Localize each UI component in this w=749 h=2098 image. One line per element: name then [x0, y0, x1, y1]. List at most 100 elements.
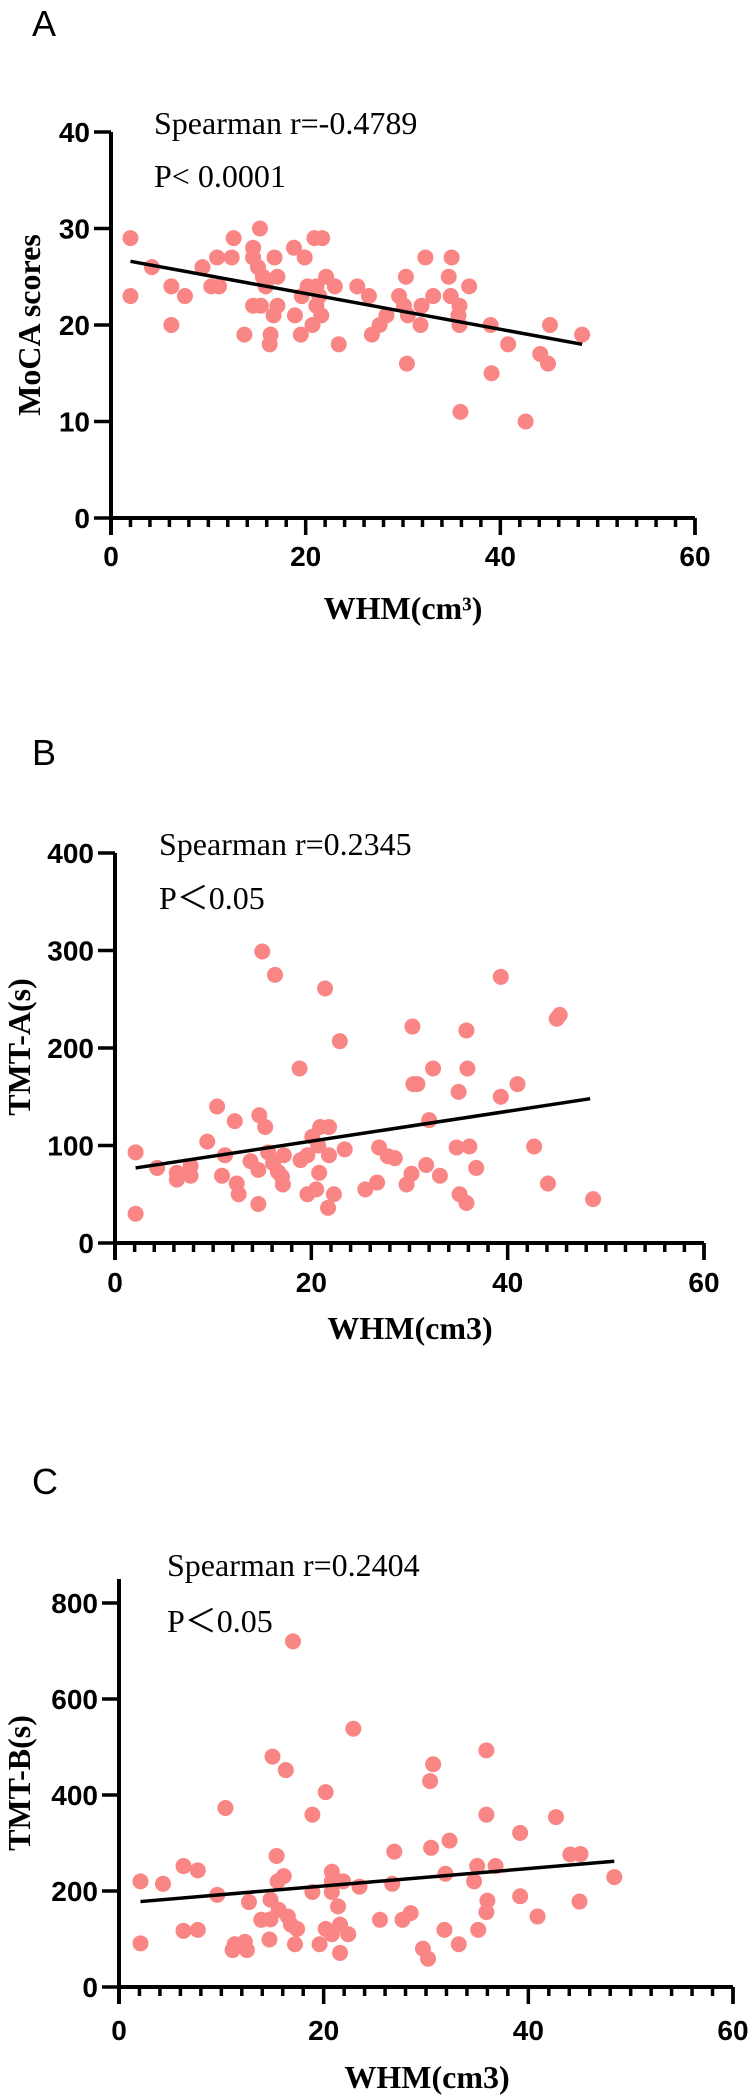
- y-tick-label: 400: [47, 838, 94, 869]
- scatter-point: [254, 943, 271, 960]
- scatter-point: [606, 1869, 623, 1886]
- scatter-point: [226, 1113, 243, 1130]
- scatter-point: [317, 980, 334, 997]
- scatter-point: [413, 297, 430, 314]
- scatter-point: [287, 1936, 304, 1953]
- scatter-point: [468, 1159, 485, 1176]
- scatter-point: [509, 1076, 526, 1093]
- x-tick-label: 40: [513, 2015, 544, 2046]
- scatter-point: [286, 307, 303, 324]
- scatter-point: [478, 1742, 495, 1759]
- scatter-point: [240, 1894, 257, 1911]
- scatter-point: [571, 1893, 588, 1910]
- scatter-point: [459, 1060, 476, 1077]
- y-tick-label: 300: [47, 936, 94, 967]
- scatter-point: [313, 307, 330, 324]
- scatter-point: [512, 1888, 529, 1905]
- p-value-annotation-c: P＜0.05: [167, 1603, 273, 1639]
- scatter-point: [402, 1905, 419, 1922]
- scatter-point: [329, 1898, 346, 1915]
- scatter-point: [420, 1950, 437, 1967]
- scatter-point: [436, 1921, 453, 1938]
- scatter-point: [330, 336, 347, 353]
- scatter-point: [470, 1921, 487, 1938]
- scatter-point: [386, 1150, 403, 1167]
- scatter-point: [541, 317, 558, 333]
- scatter-point: [526, 1138, 543, 1155]
- scatter-point: [466, 1873, 483, 1890]
- scatter-point: [409, 1076, 426, 1093]
- scatter-point: [291, 1060, 308, 1077]
- scatter-point: [403, 1165, 420, 1182]
- panel-label-a: A: [32, 3, 56, 44]
- y-tick-label: 40: [59, 117, 90, 148]
- scatter-point: [450, 1083, 467, 1100]
- x-tick-label: 60: [688, 1267, 719, 1298]
- scatter-point: [311, 1164, 328, 1181]
- scatter-point: [450, 1936, 467, 1953]
- scatter-point: [155, 1875, 172, 1892]
- scatter-point: [517, 413, 534, 430]
- scatter-point: [448, 1139, 465, 1156]
- x-tick-label: 0: [111, 2015, 127, 2046]
- scatter-point: [189, 1862, 206, 1879]
- scatter-point: [321, 1147, 338, 1164]
- scatter-point: [404, 1018, 421, 1035]
- scatter-point: [308, 1181, 325, 1198]
- scatter-point: [492, 1088, 509, 1105]
- axes: 0 20 40 60 0 100 200 300 400: [47, 838, 719, 1298]
- y-tick-label: 400: [51, 1780, 98, 1811]
- scatter-point: [500, 336, 517, 353]
- scatter-point: [425, 1756, 442, 1773]
- scatter-point: [284, 1633, 301, 1650]
- regression-line: [140, 1859, 615, 1904]
- scatter-point: [332, 1944, 349, 1961]
- scatter-point: [175, 1922, 192, 1939]
- scatter-point: [440, 268, 457, 285]
- x-tick-label: 20: [290, 541, 321, 572]
- scatter-point: [225, 230, 242, 247]
- scatter-point: [425, 1060, 442, 1077]
- scatter-point: [264, 1748, 281, 1765]
- scatter-point: [299, 1147, 316, 1164]
- scatter-point: [289, 1920, 306, 1937]
- scatter-point: [275, 1868, 292, 1885]
- scatter-point: [292, 326, 309, 343]
- scatter-point: [122, 288, 139, 305]
- y-tick-label: 20: [59, 310, 90, 341]
- scatter-point: [261, 1931, 278, 1948]
- scatter-point: [345, 1720, 362, 1737]
- scatter-point: [386, 1843, 403, 1860]
- scatter-point: [189, 1921, 206, 1938]
- panel-a: A Spearman r=-0.4789 P< 0.0001 WHM(cm³) …: [11, 3, 711, 626]
- scatter-point: [311, 1936, 328, 1953]
- scatter-point: [250, 1161, 267, 1178]
- axes: 0 20 40 60 0 10 20 30 40: [59, 117, 711, 572]
- scatter-point: [443, 249, 460, 266]
- y-tick-label: 30: [59, 214, 90, 245]
- scatter-point: [478, 1904, 495, 1921]
- scatter-point: [252, 297, 269, 314]
- scatter-point: [199, 1133, 216, 1150]
- scatter-point: [469, 1858, 486, 1875]
- scatter-point: [317, 1784, 334, 1801]
- y-tick-label: 0: [82, 1972, 98, 2003]
- y-tick-label: 0: [74, 503, 90, 534]
- spearman-annotation-b: Spearman r=0.2345: [159, 826, 412, 862]
- scatter-point: [265, 307, 282, 324]
- x-tick-label: 0: [107, 1267, 123, 1298]
- scatter-points: [127, 943, 602, 1222]
- scatter-point: [547, 1809, 564, 1826]
- scatter-point: [458, 1195, 475, 1212]
- x-axis-title-b: WHM(cm3): [327, 1310, 492, 1346]
- scatter-point: [275, 1147, 292, 1164]
- scatter-point: [211, 278, 228, 295]
- x-axis-title-a: WHM(cm³): [324, 590, 483, 626]
- p-value-annotation-a: P< 0.0001: [154, 158, 286, 194]
- scatter-point: [572, 1846, 589, 1863]
- scatter-point: [250, 1196, 267, 1212]
- scatter-point: [176, 288, 193, 305]
- scatter-point: [238, 1942, 255, 1959]
- x-axis-title-c: WHM(cm3): [344, 2059, 509, 2095]
